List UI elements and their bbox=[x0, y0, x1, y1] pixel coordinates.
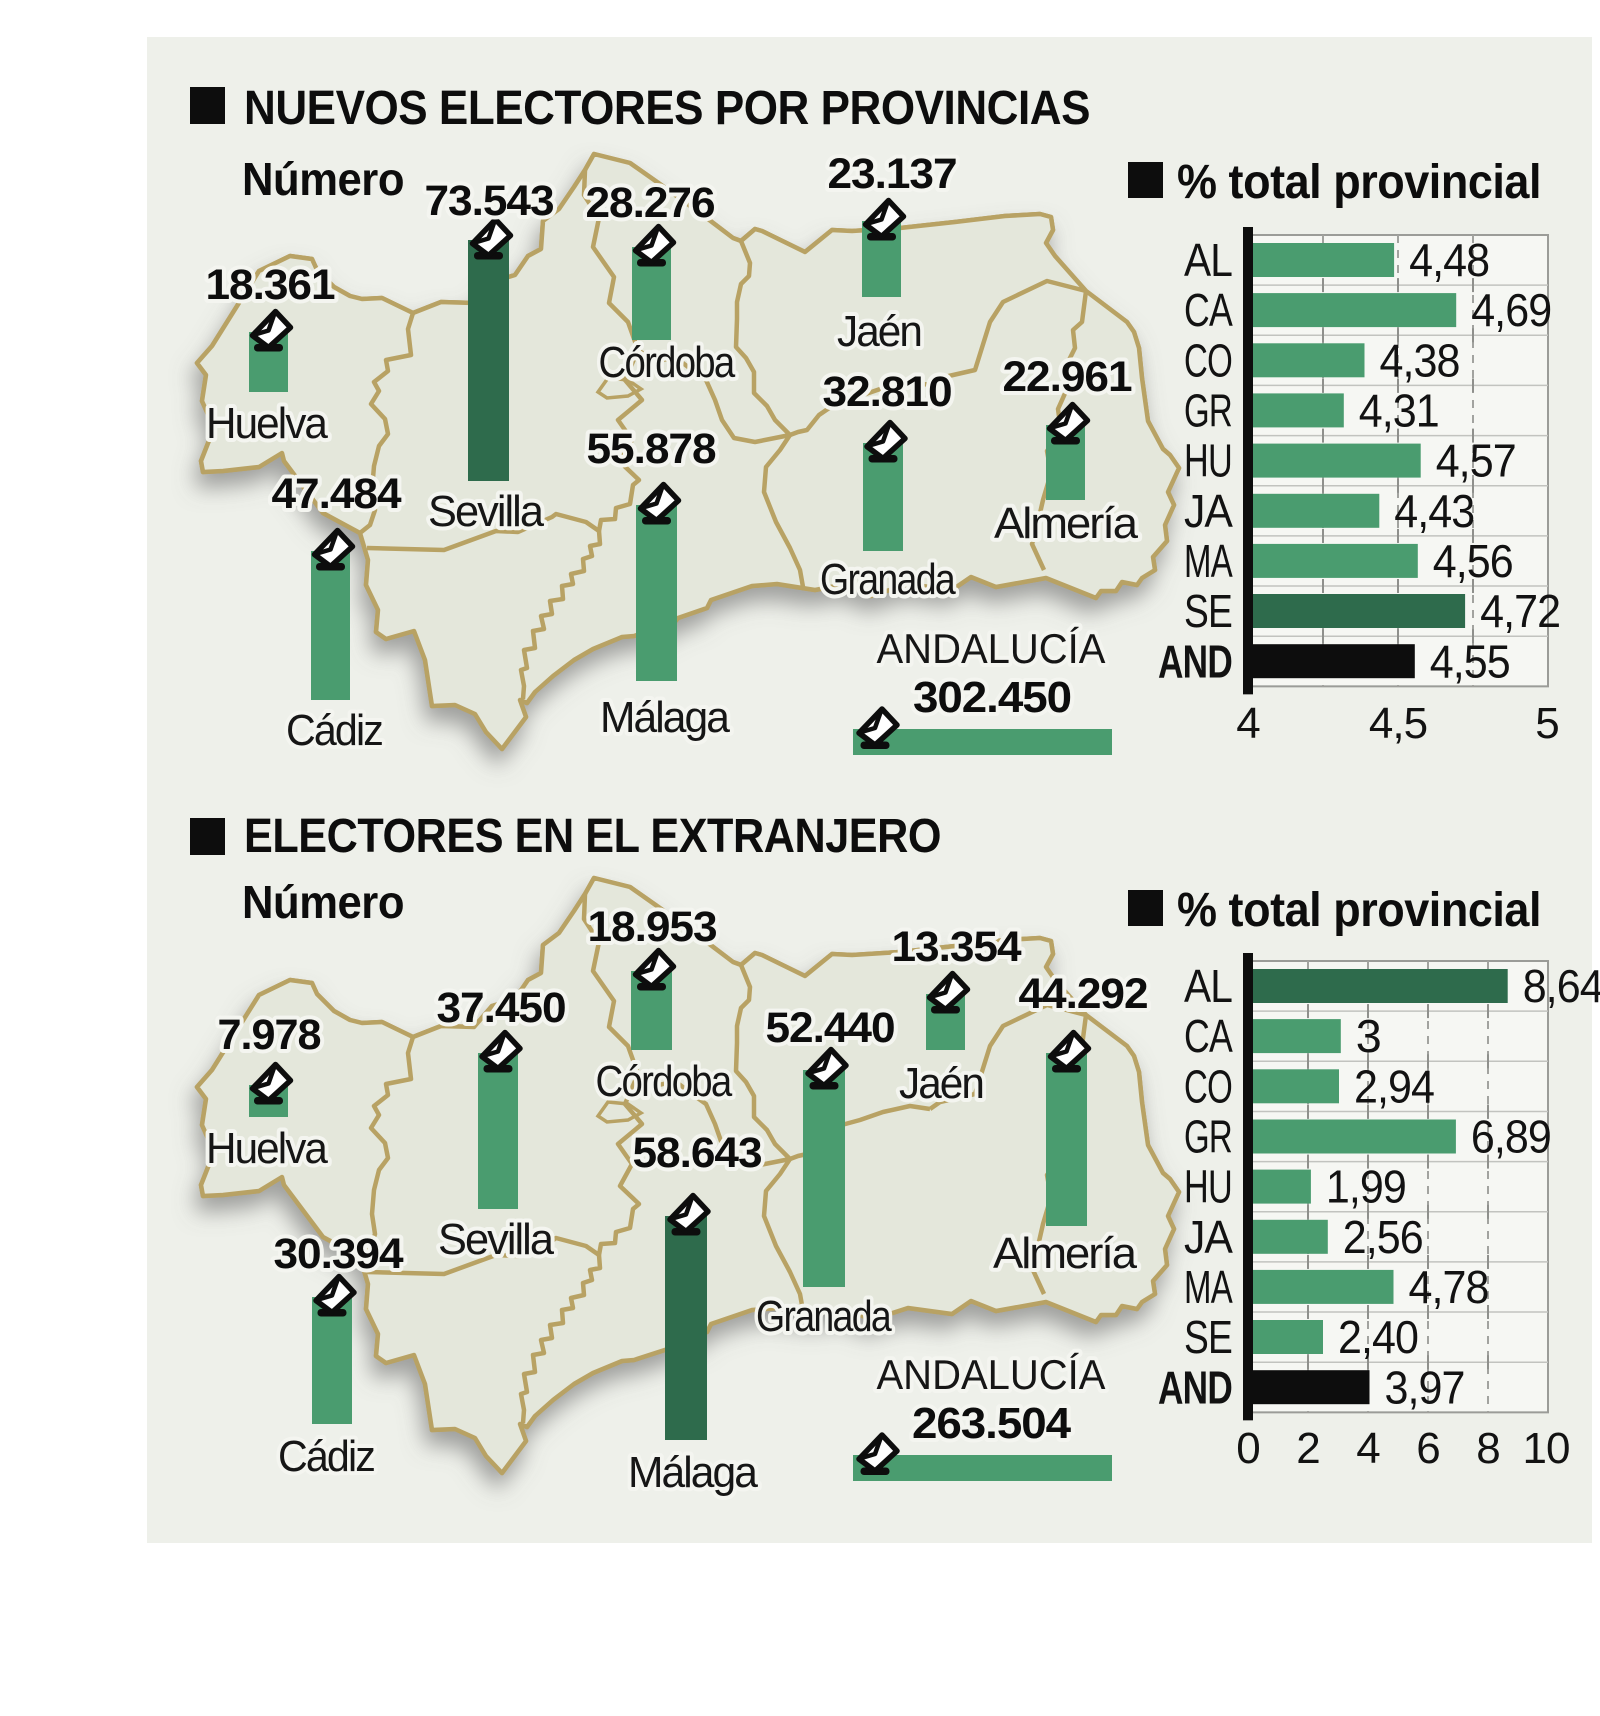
svg-text:3,97: 3,97 bbox=[1385, 1361, 1465, 1413]
svg-text:Málaga: Málaga bbox=[600, 693, 730, 742]
svg-text:4,56: 4,56 bbox=[1433, 535, 1513, 587]
svg-text:4,48: 4,48 bbox=[1409, 234, 1489, 286]
svg-text:GR: GR bbox=[1184, 385, 1232, 437]
svg-text:6,89: 6,89 bbox=[1471, 1111, 1551, 1163]
svg-text:4,31: 4,31 bbox=[1359, 385, 1439, 437]
svg-text:23.137: 23.137 bbox=[828, 150, 957, 198]
svg-text:6: 6 bbox=[1416, 1424, 1439, 1473]
svg-text:5: 5 bbox=[1535, 699, 1558, 748]
svg-text:4,55: 4,55 bbox=[1430, 635, 1510, 687]
svg-text:Huelva: Huelva bbox=[206, 399, 328, 448]
svg-text:SE: SE bbox=[1184, 585, 1232, 637]
svg-text:Córdoba: Córdoba bbox=[599, 338, 736, 387]
svg-text:4,5: 4,5 bbox=[1369, 699, 1427, 748]
svg-text:Cádiz: Cádiz bbox=[278, 1432, 374, 1481]
svg-text:73.543: 73.543 bbox=[425, 177, 554, 225]
svg-text:AL: AL bbox=[1184, 234, 1232, 286]
svg-text:% total provincial: % total provincial bbox=[1177, 884, 1541, 937]
svg-text:Sevilla: Sevilla bbox=[438, 1215, 554, 1264]
svg-text:MA: MA bbox=[1184, 535, 1233, 587]
svg-text:Almería: Almería bbox=[993, 1229, 1138, 1278]
svg-text:1,99: 1,99 bbox=[1326, 1161, 1406, 1213]
svg-text:AND: AND bbox=[1158, 635, 1232, 687]
svg-text:Jaén: Jaén bbox=[837, 307, 921, 356]
svg-text:4,38: 4,38 bbox=[1380, 334, 1460, 386]
svg-text:22.961: 22.961 bbox=[1003, 353, 1132, 401]
svg-text:2,94: 2,94 bbox=[1354, 1060, 1434, 1112]
svg-text:Granada: Granada bbox=[820, 555, 956, 604]
svg-text:NUEVOS ELECTORES POR PROVINCIA: NUEVOS ELECTORES POR PROVINCIAS bbox=[244, 82, 1090, 135]
svg-text:2: 2 bbox=[1296, 1424, 1319, 1473]
svg-text:AND: AND bbox=[1158, 1361, 1232, 1413]
svg-text:ELECTORES EN EL EXTRANJERO: ELECTORES EN EL EXTRANJERO bbox=[244, 810, 941, 863]
svg-text:4,72: 4,72 bbox=[1480, 585, 1560, 637]
svg-text:8,64: 8,64 bbox=[1523, 960, 1600, 1012]
svg-text:4,57: 4,57 bbox=[1436, 435, 1516, 487]
svg-text:JA: JA bbox=[1184, 1211, 1233, 1263]
svg-text:52.440: 52.440 bbox=[766, 1004, 895, 1052]
svg-text:Cádiz: Cádiz bbox=[286, 706, 382, 755]
svg-text:4,43: 4,43 bbox=[1394, 485, 1474, 537]
svg-text:CA: CA bbox=[1184, 1010, 1233, 1062]
svg-text:HU: HU bbox=[1184, 435, 1232, 487]
svg-text:55.878: 55.878 bbox=[587, 425, 716, 473]
svg-text:30.394: 30.394 bbox=[274, 1230, 404, 1278]
svg-text:44.292: 44.292 bbox=[1019, 970, 1148, 1018]
svg-text:47.484: 47.484 bbox=[272, 470, 402, 518]
svg-text:37.450: 37.450 bbox=[437, 984, 566, 1032]
svg-text:8: 8 bbox=[1476, 1424, 1499, 1473]
svg-text:2,40: 2,40 bbox=[1338, 1311, 1418, 1363]
svg-text:302.450: 302.450 bbox=[913, 673, 1071, 722]
svg-text:4: 4 bbox=[1236, 699, 1260, 748]
svg-text:JA: JA bbox=[1184, 485, 1233, 537]
svg-text:Sevilla: Sevilla bbox=[428, 487, 544, 536]
svg-text:ANDALUCÍA: ANDALUCÍA bbox=[877, 1351, 1106, 1398]
svg-text:MA: MA bbox=[1184, 1261, 1233, 1313]
svg-text:28.276: 28.276 bbox=[586, 179, 715, 227]
svg-text:2,56: 2,56 bbox=[1343, 1211, 1423, 1263]
svg-text:CO: CO bbox=[1184, 334, 1232, 386]
svg-text:AL: AL bbox=[1184, 960, 1232, 1012]
svg-text:Huelva: Huelva bbox=[206, 1124, 328, 1173]
svg-text:4,69: 4,69 bbox=[1471, 284, 1551, 336]
svg-text:4,78: 4,78 bbox=[1409, 1261, 1489, 1313]
svg-text:Jaén: Jaén bbox=[899, 1059, 983, 1108]
svg-text:Málaga: Málaga bbox=[628, 1448, 758, 1497]
svg-text:Número: Número bbox=[242, 153, 404, 205]
svg-text:263.504: 263.504 bbox=[912, 1399, 1072, 1448]
svg-text:CA: CA bbox=[1184, 284, 1233, 336]
svg-text:18.361: 18.361 bbox=[206, 261, 335, 309]
svg-text:Córdoba: Córdoba bbox=[596, 1057, 733, 1106]
svg-text:HU: HU bbox=[1184, 1161, 1232, 1213]
svg-text:GR: GR bbox=[1184, 1111, 1232, 1163]
svg-text:18.953: 18.953 bbox=[588, 903, 717, 951]
svg-text:4: 4 bbox=[1356, 1424, 1380, 1473]
svg-text:Almería: Almería bbox=[994, 499, 1139, 548]
svg-text:0: 0 bbox=[1236, 1424, 1259, 1473]
svg-text:Número: Número bbox=[242, 876, 404, 928]
svg-text:% total provincial: % total provincial bbox=[1177, 156, 1541, 209]
svg-text:58.643: 58.643 bbox=[633, 1129, 762, 1177]
svg-text:10: 10 bbox=[1523, 1424, 1570, 1473]
svg-text:32.810: 32.810 bbox=[823, 368, 952, 416]
svg-text:ANDALUCÍA: ANDALUCÍA bbox=[877, 625, 1106, 672]
svg-text:13.354: 13.354 bbox=[892, 923, 1022, 971]
svg-text:7.978: 7.978 bbox=[218, 1011, 321, 1059]
svg-text:3: 3 bbox=[1356, 1010, 1381, 1062]
svg-text:SE: SE bbox=[1184, 1311, 1232, 1363]
svg-text:CO: CO bbox=[1184, 1060, 1232, 1112]
svg-text:Granada: Granada bbox=[756, 1292, 892, 1341]
